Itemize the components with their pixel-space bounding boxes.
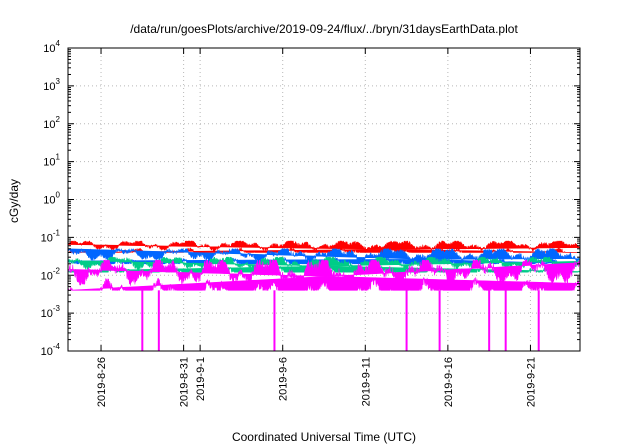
x-tick-label: 2019-9-11 xyxy=(360,357,372,406)
y-tick-label-exponent: -3 xyxy=(53,304,61,313)
x-tick-label: 2019-8-26 xyxy=(96,357,108,407)
y-tick-label-base: 10 xyxy=(43,157,55,169)
y-tick-label-base: 10 xyxy=(43,119,55,131)
y-tick-label-exponent: 3 xyxy=(56,77,61,86)
axes xyxy=(67,47,581,352)
y-tick-label: 103 xyxy=(43,77,60,93)
y-tick-label: 10-1 xyxy=(41,228,61,244)
x-tick-label: 2019-9-6 xyxy=(278,357,290,401)
y-tick-label-exponent: -2 xyxy=(53,266,61,275)
x-tick-label: 2019-8-31 xyxy=(179,357,191,407)
y-tick-label-exponent: 0 xyxy=(56,191,61,200)
y-tick-label: 104 xyxy=(43,39,60,55)
y-tick-label-base: 10 xyxy=(43,195,55,207)
series-layer xyxy=(67,240,581,351)
y-tick-label-exponent: 1 xyxy=(56,153,61,162)
y-tick-label-base: 10 xyxy=(41,346,53,358)
y-tick-label: 10-4 xyxy=(41,342,61,358)
chart-title: /data/run/goesPlots/archive/2019-09-24/f… xyxy=(130,22,518,36)
y-axis-label: cGy/day xyxy=(7,179,21,223)
x-tick-label: 2019-9-16 xyxy=(443,357,455,407)
y-tick-label: 10-2 xyxy=(41,266,61,282)
y-tick-label-exponent: 2 xyxy=(56,115,61,124)
y-tick-label: 10-3 xyxy=(41,304,61,320)
y-tick-label-base: 10 xyxy=(43,81,55,93)
x-tick-label: 2019-9-1 xyxy=(195,357,207,401)
y-tick-label-exponent: 4 xyxy=(56,39,61,48)
y-tick-label-base: 10 xyxy=(43,43,55,55)
grid xyxy=(68,47,580,352)
x-axis-label: Coordinated Universal Time (UTC) xyxy=(232,430,416,444)
y-tick-label-base: 10 xyxy=(41,308,53,320)
y-tick-label: 100 xyxy=(43,191,60,207)
y-tick-label-base: 10 xyxy=(41,232,53,244)
x-tick-label: 2019-9-21 xyxy=(525,357,537,407)
y-tick-label-exponent: -1 xyxy=(53,228,61,237)
tick-labels: 10-410-310-210-11001011021031042019-8-26… xyxy=(41,39,538,407)
y-tick-label-base: 10 xyxy=(41,270,53,282)
y-tick-label: 102 xyxy=(43,115,60,131)
y-tick-label-exponent: -4 xyxy=(53,342,61,351)
y-tick-label: 101 xyxy=(43,153,60,169)
